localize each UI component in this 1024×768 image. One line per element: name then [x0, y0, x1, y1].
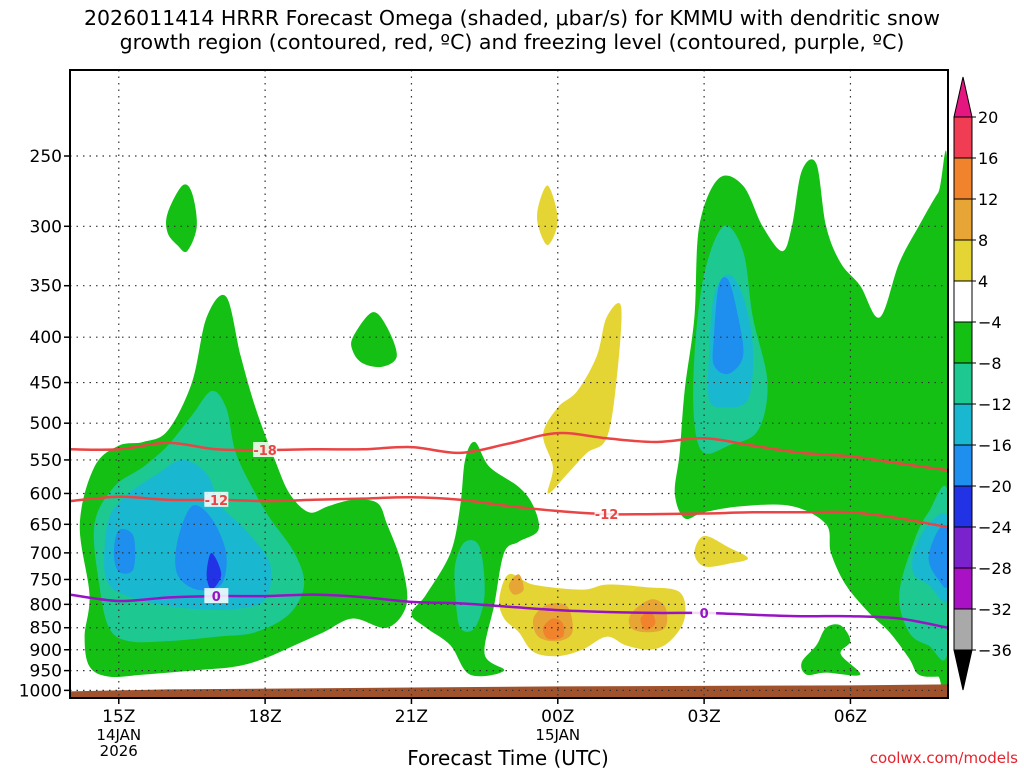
colorbar-swatch-8: [953, 444, 973, 487]
y-tick-label-700: 700: [30, 544, 62, 564]
contour-line-0: [70, 431, 948, 472]
title-line-2: growth region (contoured, red, ºC) and f…: [119, 30, 905, 54]
colorbar-swatch-11: [953, 567, 973, 610]
x-tick-sublabel-00Z: 15JAN: [535, 726, 580, 744]
y-tick-label-750: 750: [30, 570, 62, 590]
colorbar-label-9: −20: [978, 477, 1012, 496]
colorbar-swatch-7: [953, 403, 973, 446]
colorbar-label-6: −8: [978, 354, 1002, 373]
colorbar-label-13: −36: [978, 641, 1012, 660]
colorbar-swatch-2: [953, 198, 973, 241]
y-tick-label-450: 450: [30, 374, 62, 394]
y-tick-label-650: 650: [30, 515, 62, 535]
x-tick-label-00Z: 00Z: [541, 707, 574, 727]
omega-region--8-2: [351, 312, 397, 368]
y-tick-label-400: 400: [30, 328, 62, 348]
colorbar: 20 16 12 8 4 −4 −8 −12 −16 −20 −24 −28 −32 −36: [953, 76, 1012, 691]
colorbar-label-4: 4: [978, 272, 988, 291]
y-tick-label-950: 950: [30, 662, 62, 682]
omega-region-4-20: [694, 535, 748, 567]
colorbar-bottom-arrow: [953, 649, 973, 691]
terrain-layer: [70, 684, 948, 698]
contour-label-2-1: 0: [700, 607, 709, 622]
x-tick-label-21Z: 21Z: [395, 707, 428, 727]
terrain-surface: [70, 684, 948, 698]
colorbar-label-2: 12: [978, 190, 998, 209]
x-tick-label-18Z: 18Z: [248, 707, 281, 727]
colorbar-swatch-12: [953, 608, 973, 651]
colorbar-swatch-5: [953, 321, 973, 364]
omega-region--24-17: [206, 552, 222, 590]
colorbar-label-1: 16: [978, 149, 998, 168]
y-tick-label-350: 350: [30, 277, 62, 297]
colorbar-swatch-10: [953, 526, 973, 569]
y-tick-label-900: 900: [30, 641, 62, 661]
colorbar-label-7: −12: [978, 395, 1012, 414]
y-tick-label-850: 850: [30, 619, 62, 639]
x-tick-label-03Z: 03Z: [687, 707, 720, 727]
plot-frame: [69, 69, 949, 699]
omega-region--20-15: [712, 277, 744, 375]
colorbar-label-11: −28: [978, 559, 1012, 578]
credit-text: coolwx.com/models: [870, 749, 1018, 767]
colorbar-swatch-4: [953, 280, 973, 323]
contour-label-bg-1-1: [594, 506, 619, 522]
colorbar-swatch-6: [953, 362, 973, 405]
colorbar-swatch-3: [953, 239, 973, 282]
x-tick-label-15Z: 15Z: [102, 707, 135, 727]
omega-region--20-16: [928, 524, 948, 588]
colorbar-label-5: −4: [978, 313, 1002, 332]
contour-label-1-1: -12: [595, 508, 619, 523]
y-tick-label-550: 550: [30, 451, 62, 471]
contour-label-1-0: -12: [205, 494, 229, 509]
contour-label-bg-2-1: [692, 604, 717, 620]
omega-shading-layer: [79, 150, 948, 698]
x-tick-label-06Z: 06Z: [834, 707, 867, 727]
omega-region--12-7: [454, 539, 485, 632]
omega-region-4-19: [543, 302, 622, 494]
colorbar-swatch-1: [953, 157, 973, 200]
contour-label-bg-1-0: [204, 491, 229, 507]
title-line-1: 2026011414 HRRR Forecast Omega (shaded, …: [83, 6, 941, 30]
x-tick-year-15Z: 2026: [100, 742, 138, 760]
contour-layer: -18 -12 -12 0 0: [70, 431, 948, 629]
colorbar-top-arrow: [953, 76, 973, 118]
colorbar-swatch-0: [953, 116, 973, 159]
colorbar-label-0: 20: [978, 108, 998, 127]
contour-label-2-0: 0: [212, 590, 221, 605]
y-tick-label-600: 600: [30, 484, 62, 504]
y-tick-label-300: 300: [30, 217, 62, 237]
omega-region-12-26: [640, 611, 656, 631]
colorbar-label-12: −32: [978, 600, 1012, 619]
chart-title: 2026011414 HRRR Forecast Omega (shaded, …: [0, 6, 1024, 54]
y-axis: 2503003504004505005506006507007508008509…: [19, 147, 70, 701]
omega-region--20-13: [113, 528, 136, 574]
gridlines: [70, 70, 948, 698]
omega-region--8-1: [166, 184, 197, 253]
contour-label-bg-0-0: [253, 441, 278, 457]
contour-label-0-0: -18: [253, 444, 277, 459]
omega-region-12-25: [542, 618, 565, 640]
x-tick-sublabel-15Z: 14JAN: [96, 726, 141, 744]
y-tick-label-1000: 1000: [19, 681, 62, 701]
omega-region-4-18: [537, 185, 558, 246]
colorbar-label-10: −24: [978, 518, 1012, 537]
colorbar-label-3: 8: [978, 231, 988, 250]
y-tick-label-500: 500: [30, 414, 62, 434]
y-tick-label-250: 250: [30, 147, 62, 167]
contour-label-bg-2-0: [204, 588, 229, 604]
colorbar-label-8: −16: [978, 436, 1012, 455]
y-tick-label-800: 800: [30, 595, 62, 615]
colorbar-swatch-9: [953, 485, 973, 528]
x-axis-label: Forecast Time (UTC): [407, 746, 609, 768]
